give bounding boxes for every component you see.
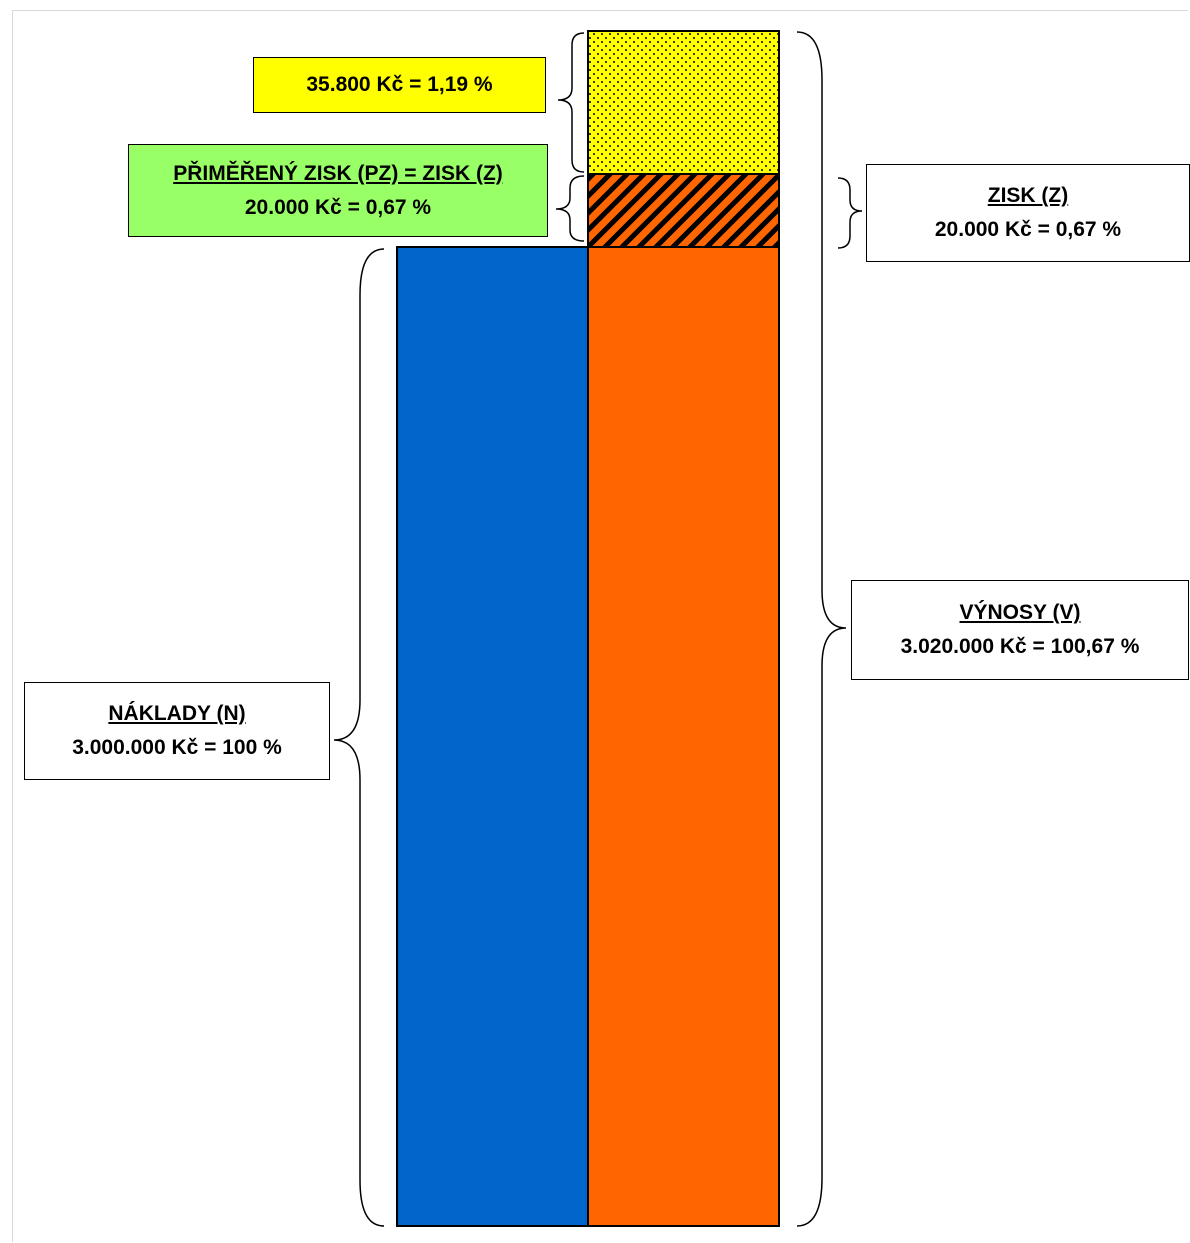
brace-zisk bbox=[837, 177, 863, 249]
brace-extra bbox=[557, 32, 585, 173]
zisk-value: 20.000 Kč = 0,67 % bbox=[934, 218, 1122, 241]
primereny-zisk-label: PŘIMĚŘENÝ ZISK (PZ) = ZISK (Z) 20.000 Kč… bbox=[128, 144, 548, 237]
brace-naklady bbox=[333, 248, 385, 1227]
zisk-label: ZISK (Z) 20.000 Kč = 0,67 % bbox=[866, 164, 1190, 262]
brace-primereny-zisk bbox=[555, 175, 585, 242]
diagram-frame bbox=[12, 10, 1188, 1242]
naklady-bar bbox=[396, 246, 589, 1227]
naklady-label: NÁKLADY (N) 3.000.000 Kč = 100 % bbox=[24, 682, 330, 780]
vynosy-bar bbox=[587, 246, 780, 1227]
extra-amount-value: 35.800 Kč = 1,19 % bbox=[306, 73, 493, 96]
brace-vynosy bbox=[796, 31, 847, 1227]
zisk-title: ZISK (Z) bbox=[987, 184, 1069, 207]
naklady-value: 3.000.000 Kč = 100 % bbox=[72, 736, 282, 759]
primereny-zisk-title: PŘIMĚŘENÝ ZISK (PZ) = ZISK (Z) bbox=[173, 161, 503, 185]
vynosy-label: VÝNOSY (V) 3.020.000 Kč = 100,67 % bbox=[851, 580, 1189, 680]
vynosy-value: 3.020.000 Kč = 100,67 % bbox=[900, 635, 1140, 658]
extra-dotted-block bbox=[587, 30, 780, 175]
extra-amount-label: 35.800 Kč = 1,19 % bbox=[253, 57, 546, 113]
primereny-zisk-value: 20.000 Kč = 0,67 % bbox=[244, 195, 432, 219]
zisk-hatched-block bbox=[587, 173, 780, 248]
vynosy-title: VÝNOSY (V) bbox=[959, 601, 1081, 624]
naklady-title: NÁKLADY (N) bbox=[108, 702, 246, 725]
